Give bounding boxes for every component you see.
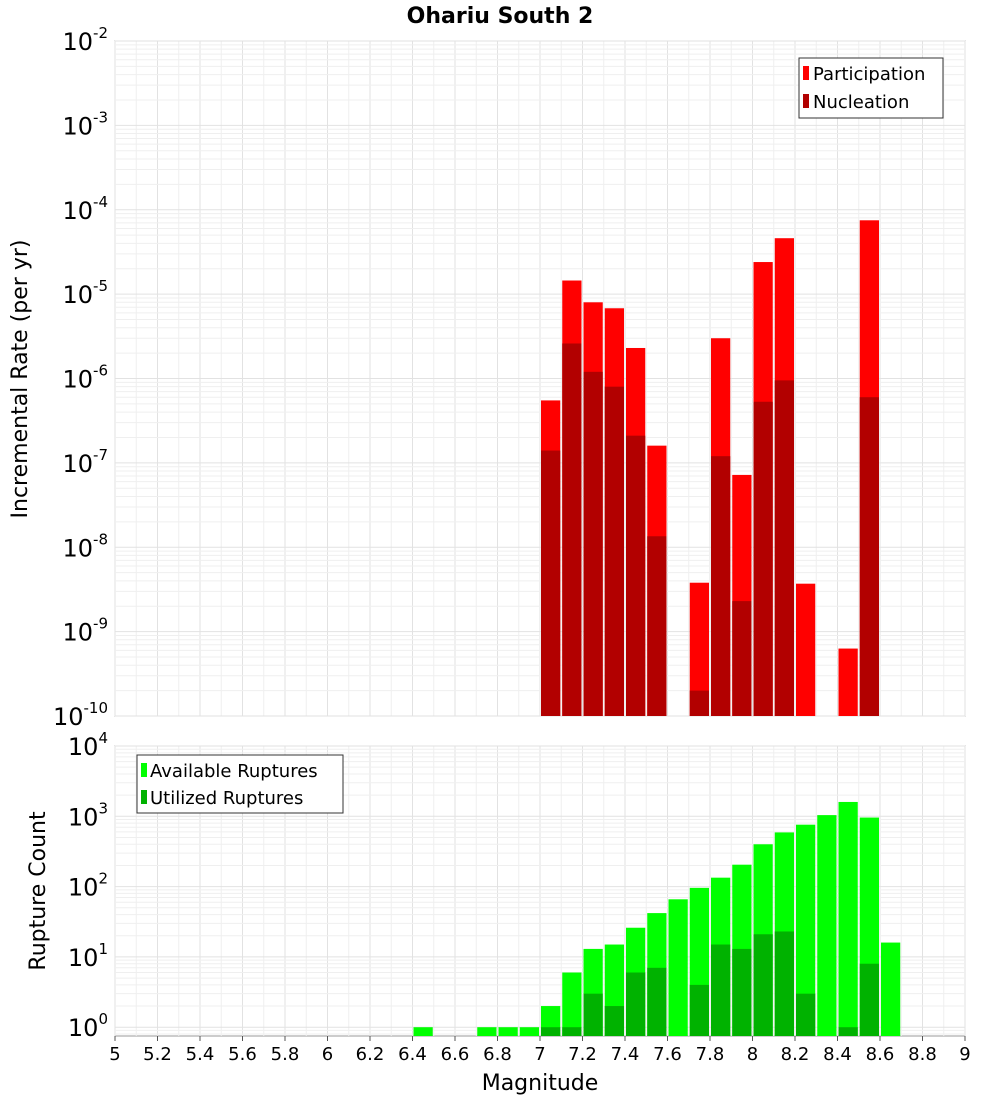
rate-y-tick-label: 10-2 (62, 24, 108, 56)
rate-panel: 10-2 10-3 10-4 10-5 10-6 10-7 10-8 10-9 10-10 In… (8, 24, 966, 731)
available-legend-label: Available Ruptures (150, 761, 318, 782)
x-tick-label: 8.4 (823, 1044, 852, 1065)
rate-nucleation-bar (689, 690, 709, 716)
rate-y-tick-label: 10-10 (53, 699, 108, 731)
rate-y-ticks: 10-2 10-3 10-4 10-5 10-6 10-7 10-8 10-9 10-10 (53, 24, 108, 731)
participation-legend-swatch (803, 66, 809, 80)
rate-gridlines (114, 40, 966, 717)
x-axis-label: Magnitude (482, 1071, 599, 1096)
rate-nucleation-bar (647, 536, 667, 716)
x-tick-label: 8 (747, 1044, 758, 1065)
count-available-ruptures-bar (881, 942, 901, 1036)
rate-y-tick-label: 10-3 (62, 108, 108, 140)
count-utilized-ruptures-bar (796, 993, 816, 1036)
x-tick-label: 5.4 (186, 1044, 215, 1065)
rate-y-axis-label: Incremental Rate (per yr) (8, 240, 33, 519)
x-tick-label: 7.8 (696, 1044, 725, 1065)
count-y-axis-label: Rupture Count (26, 811, 51, 971)
x-tick-label: 5.6 (228, 1044, 257, 1065)
x-tick-label: 6.4 (398, 1044, 427, 1065)
rate-y-tick-label: 10-5 (62, 277, 108, 309)
x-tick-label: 7.6 (653, 1044, 682, 1065)
count-utilized-ruptures-bar (838, 1027, 858, 1036)
rate-nucleation-bar (626, 435, 646, 716)
rate-nucleation-bar (732, 601, 752, 716)
chart-title: Ohariu South 2 (407, 4, 594, 29)
count-y-tick-label: 103 (68, 799, 108, 831)
x-tick-label: 6 (322, 1044, 333, 1065)
rate-nucleation-bar (711, 456, 731, 716)
count-available-ruptures-bar (796, 824, 816, 1036)
count-legend-box (136, 754, 344, 814)
participation-legend-label: Participation (813, 64, 925, 85)
rate-y-tick-label: 10-4 (62, 193, 108, 225)
nucleation-legend-swatch (803, 94, 809, 108)
rate-nucleation-bar (562, 343, 582, 716)
count-utilized-ruptures-bar (604, 1006, 624, 1036)
count-available-ruptures-bar (498, 1027, 518, 1036)
rate-participation-bar (689, 582, 709, 716)
count-y-tick-label: 104 (68, 729, 108, 761)
count-bars (413, 801, 901, 1036)
rate-legend: Participation Nucleation (798, 57, 944, 119)
count-panel: 104 103 102 101 100 5 5.2 5.4 5.6 5.8 6 6.2 6.4 6.6 6… (26, 729, 971, 1096)
rate-nucleation-bar (583, 371, 603, 716)
rate-nucleation-bar (604, 386, 624, 716)
count-available-ruptures-bar (477, 1027, 497, 1036)
rate-y-tick-label: 10-7 (62, 446, 108, 478)
x-tick-label: 8.6 (866, 1044, 895, 1065)
count-available-ruptures-bar (817, 815, 837, 1036)
count-utilized-ruptures-bar (562, 1027, 582, 1036)
x-tick-label: 8.2 (781, 1044, 810, 1065)
x-tick-label: 7.4 (611, 1044, 640, 1065)
count-y-tick-label: 101 (68, 940, 108, 972)
available-legend-swatch (141, 763, 147, 777)
rate-y-tick-label: 10-8 (62, 530, 108, 562)
x-tick-label: 6.2 (356, 1044, 385, 1065)
count-utilized-ruptures-bar (732, 948, 752, 1036)
rate-nucleation-bar (753, 401, 773, 716)
x-tick-label: 5 (109, 1044, 120, 1065)
count-available-ruptures-bar (413, 1027, 433, 1036)
rate-nucleation-bar (859, 397, 879, 716)
count-utilized-ruptures-bar (583, 993, 603, 1036)
count-y-ticks: 104 103 102 101 100 (68, 729, 108, 1042)
count-available-ruptures-bar (519, 1027, 539, 1036)
x-tick-label: 5.8 (271, 1044, 300, 1065)
count-utilized-ruptures-bar (689, 984, 709, 1036)
count-legend: Available Ruptures Utilized Ruptures (136, 754, 344, 814)
x-tick-label: 7 (534, 1044, 545, 1065)
x-tick-label: 8.8 (908, 1044, 937, 1065)
count-utilized-ruptures-bar (753, 934, 773, 1036)
rate-participation-bar (838, 648, 858, 716)
utilized-legend-swatch (141, 790, 147, 804)
count-utilized-ruptures-bar (647, 967, 667, 1036)
magnitude-x-ticks: 5 5.2 5.4 5.6 5.8 6 6.2 6.4 6.6 6.8 7 7.2 7.4 7.6 7.8 8… (109, 1036, 971, 1065)
rate-nucleation-bar (541, 450, 561, 716)
count-utilized-ruptures-bar (774, 931, 794, 1036)
count-available-ruptures-bar (838, 801, 858, 1036)
rate-participation-bar (796, 583, 816, 716)
rate-y-tick-label: 10-6 (62, 362, 108, 394)
count-utilized-ruptures-bar (541, 1027, 561, 1036)
x-tick-label: 9 (959, 1044, 970, 1065)
utilized-legend-label: Utilized Ruptures (150, 788, 303, 809)
count-utilized-ruptures-bar (626, 972, 646, 1036)
count-y-tick-label: 100 (68, 1010, 108, 1042)
x-tick-label: 5.2 (143, 1044, 172, 1065)
count-utilized-ruptures-bar (859, 963, 879, 1036)
rate-y-tick-label: 10-9 (62, 615, 108, 647)
nucleation-legend-label: Nucleation (813, 92, 909, 113)
x-tick-label: 7.2 (568, 1044, 597, 1065)
count-y-tick-label: 102 (68, 870, 108, 902)
count-available-ruptures-bar (562, 972, 582, 1036)
rate-nucleation-bar (774, 380, 794, 716)
count-utilized-ruptures-bar (711, 944, 731, 1036)
count-available-ruptures-bar (668, 899, 688, 1036)
rate-legend-box (798, 57, 944, 119)
x-tick-label: 6.6 (441, 1044, 470, 1065)
x-tick-label: 6.8 (483, 1044, 512, 1065)
rate-bars (541, 220, 879, 717)
